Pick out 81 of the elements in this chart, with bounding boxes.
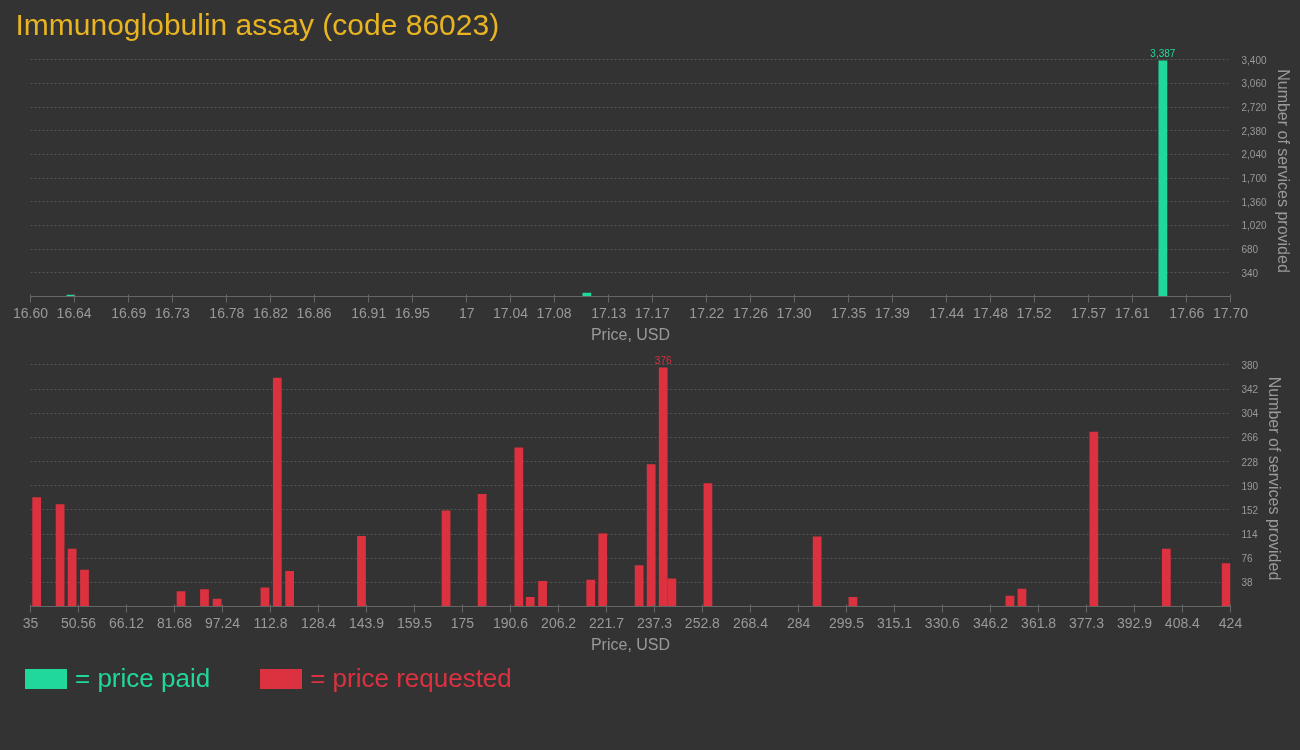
x-tick-label: 17.35 bbox=[831, 304, 867, 321]
x-tick-label: 284 bbox=[786, 614, 811, 631]
x-tick-label: 50.56 bbox=[60, 614, 97, 631]
y-tick-label: 114 bbox=[1241, 529, 1258, 541]
data-label: 376 bbox=[654, 354, 672, 366]
y-tick-label: 1,360 bbox=[1241, 196, 1267, 208]
x-tick-label: 268.4 bbox=[732, 614, 769, 631]
x-tick-label: 17 bbox=[459, 304, 475, 321]
x-tick-label: 392.9 bbox=[1117, 614, 1153, 631]
x-tick-label: 97.24 bbox=[204, 614, 241, 631]
x-tick-label: 17.08 bbox=[536, 304, 572, 321]
x-tick-label: 17.39 bbox=[874, 304, 911, 321]
x-tick-label: 330.6 bbox=[924, 614, 961, 631]
y-tick-label: 38 bbox=[1241, 577, 1254, 589]
x-tick-label: 377.3 bbox=[1068, 614, 1105, 631]
y-tick-label: 2,380 bbox=[1241, 125, 1267, 137]
x-tick-label: 66.12 bbox=[108, 614, 145, 631]
x-tick-label: 159.5 bbox=[397, 614, 433, 631]
x-tick-label: 112.8 bbox=[253, 614, 288, 631]
x-tick-label: 17.44 bbox=[929, 304, 965, 321]
x-tick-label: 17.22 bbox=[689, 304, 725, 321]
y-tick-label: 152 bbox=[1241, 504, 1259, 516]
x-tick-label: 424 bbox=[1218, 614, 1243, 631]
x-tick-label: 17.17 bbox=[634, 304, 671, 321]
x-tick-label: 35 bbox=[22, 614, 39, 631]
x-tick-label: 346.2 bbox=[972, 614, 1009, 631]
x-tick-label: 315.1 bbox=[877, 614, 913, 631]
x-tick-label: 16.82 bbox=[252, 304, 289, 321]
x-tick-label: 17.04 bbox=[492, 304, 529, 321]
x-tick-label: 16.86 bbox=[296, 304, 332, 321]
y-axis-title: Number of services provided bbox=[1274, 69, 1292, 273]
y-tick-label: 304 bbox=[1241, 408, 1259, 420]
x-tick-label: 17.26 bbox=[732, 304, 769, 321]
y-tick-label: 266 bbox=[1241, 432, 1259, 444]
x-tick-label: 206.2 bbox=[541, 614, 577, 631]
x-tick-label: 221.7 bbox=[588, 614, 625, 631]
x-tick-label: 16.91 bbox=[351, 304, 387, 321]
y-tick-label: 2,720 bbox=[1241, 102, 1267, 114]
x-tick-label: 16.69 bbox=[111, 304, 147, 321]
x-tick-label: 17.13 bbox=[591, 304, 627, 321]
x-tick-label: 128.4 bbox=[301, 614, 337, 631]
y-tick-label: 680 bbox=[1241, 244, 1259, 256]
x-tick-label: 16.60 bbox=[12, 304, 49, 321]
x-tick-label: 16.78 bbox=[209, 304, 245, 321]
x-tick-label: 17.30 bbox=[776, 304, 812, 321]
x-tick-label: 190.6 bbox=[492, 614, 529, 631]
x-tick-label: 16.73 bbox=[154, 304, 191, 321]
x-tick-label: 252.8 bbox=[684, 614, 721, 631]
x-tick-label: 361.8 bbox=[1021, 614, 1057, 631]
y-tick-label: 340 bbox=[1241, 267, 1259, 279]
x-tick-label: 299.5 bbox=[828, 614, 865, 631]
x-tick-label: 16.95 bbox=[394, 304, 431, 321]
y-tick-label: 228 bbox=[1241, 456, 1259, 468]
legend-label: = price paid bbox=[74, 662, 211, 695]
y-tick-label: 190 bbox=[1241, 480, 1259, 492]
x-tick-label: 17.48 bbox=[972, 304, 1009, 321]
x-tick-label: 408.4 bbox=[1164, 614, 1201, 631]
x-tick-label: 81.68 bbox=[156, 614, 193, 631]
x-tick-label: 16.64 bbox=[56, 304, 92, 321]
x-axis-title: Price, USD bbox=[590, 325, 671, 343]
x-tick-label: 17.57 bbox=[1071, 304, 1107, 321]
y-tick-label: 76 bbox=[1241, 553, 1254, 565]
y-tick-label: 1,020 bbox=[1241, 220, 1267, 232]
x-tick-label: 237.3 bbox=[637, 614, 673, 631]
x-tick-label: 17.70 bbox=[1212, 304, 1249, 321]
x-tick-label: 17.61 bbox=[1114, 304, 1151, 321]
x-tick-label: 143.9 bbox=[348, 614, 385, 631]
chart-title: Immunoglobulin assay (code 86023) bbox=[15, 7, 500, 41]
x-tick-label: 17.66 bbox=[1169, 304, 1205, 321]
y-tick-label: 3,060 bbox=[1241, 78, 1267, 90]
y-tick-label: 380 bbox=[1241, 359, 1259, 371]
x-tick-label: 175 bbox=[450, 614, 475, 631]
y-tick-label: 342 bbox=[1241, 384, 1259, 396]
y-tick-label: 2,040 bbox=[1241, 149, 1267, 161]
data-label: 3,387 bbox=[1150, 47, 1176, 59]
legend-label: = price requested bbox=[309, 662, 512, 695]
y-axis-title: Number of services provided bbox=[1266, 376, 1284, 581]
y-tick-label: 3,400 bbox=[1241, 54, 1267, 66]
y-tick-label: 1,700 bbox=[1241, 173, 1267, 185]
x-tick-label: 17.52 bbox=[1016, 304, 1052, 321]
x-axis-title: Price, USD bbox=[590, 635, 671, 653]
